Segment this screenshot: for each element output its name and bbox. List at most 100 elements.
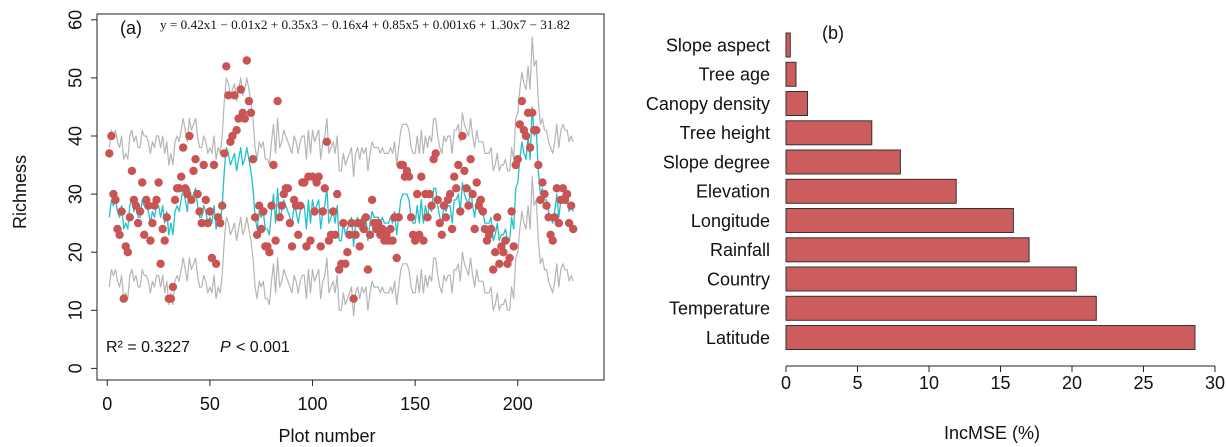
observed-point: [111, 195, 120, 205]
observed-point: [528, 108, 537, 118]
observed-point: [423, 213, 432, 222]
fitted-series-line: [108, 106, 574, 248]
observed-point: [542, 201, 551, 210]
p-value-symbol: P: [220, 339, 231, 356]
upper-interval-line: [108, 36, 574, 178]
observed-point: [456, 207, 465, 216]
observed-point: [269, 160, 278, 170]
observed-point: [193, 189, 202, 199]
observed-point: [392, 253, 401, 263]
observed-point: [486, 224, 496, 234]
observed-point: [513, 155, 522, 164]
observed-point: [232, 126, 241, 135]
observed-point: [283, 184, 293, 193]
observed-point: [521, 131, 531, 141]
observed-point: [491, 248, 500, 257]
observed-point: [148, 218, 157, 228]
importance-bars: [785, 32, 1196, 350]
observed-point: [386, 224, 395, 234]
observed-point: [525, 143, 535, 152]
x-axis: 0 50 100 150 200: [102, 380, 533, 414]
observed-point: [318, 207, 327, 216]
observed-point: [367, 195, 377, 205]
observed-point: [550, 213, 559, 222]
observed-point: [349, 294, 358, 303]
observed-point: [437, 230, 446, 239]
category-label: Rainfall: [710, 240, 770, 260]
observed-point: [296, 201, 305, 210]
x-tick-label-b: 20: [1062, 373, 1082, 393]
observed-point: [166, 294, 176, 303]
observed-point: [468, 189, 477, 199]
observed-point: [470, 224, 479, 234]
observed-point: [135, 207, 145, 216]
p-value-label: < 0.001: [236, 339, 290, 356]
observed-point: [127, 166, 137, 176]
observed-point: [271, 236, 280, 245]
r-squared-label: R² = 0.3227: [106, 339, 190, 356]
observed-point: [419, 236, 428, 245]
bar: [785, 178, 957, 204]
observed-point: [160, 236, 169, 245]
observed-point: [207, 253, 217, 263]
lower-interval-line: [108, 176, 574, 317]
bar: [785, 325, 1196, 350]
observed-point: [458, 131, 467, 141]
observed-point: [365, 230, 375, 239]
observed-point: [246, 108, 256, 118]
observed-point: [133, 218, 143, 228]
x-tick-label-b: 10: [919, 373, 939, 393]
observed-point: [240, 114, 249, 123]
observed-point: [363, 265, 373, 274]
observed-point: [248, 155, 258, 164]
bar: [785, 237, 1030, 263]
category-label: Slope degree: [663, 152, 770, 172]
observed-point: [507, 207, 516, 216]
observed-point: [435, 218, 444, 228]
y-tick-label: 50: [65, 68, 85, 88]
observed-point: [218, 201, 227, 210]
category-label: Tree height: [680, 123, 770, 143]
observed-point: [540, 189, 549, 199]
observed-point: [138, 178, 147, 187]
x-tick-label: 50: [200, 394, 220, 414]
observed-point: [287, 242, 297, 251]
observed-point: [162, 213, 171, 222]
observed-point: [216, 218, 225, 228]
bar: [785, 208, 1014, 233]
observed-point: [347, 218, 356, 228]
observed-point: [552, 184, 561, 193]
fitted-line: [108, 106, 574, 248]
observed-point: [302, 242, 311, 251]
observed-point: [244, 96, 254, 106]
panel-b-bar-chart: Slope aspect Tree age Canopy density Tree h…: [646, 23, 1225, 443]
observed-point: [185, 131, 194, 141]
regression-equation: y = 0.42x1 − 0.01x2 + 0.35x3 − 0.16x4 + …: [160, 18, 570, 32]
observed-point: [125, 213, 134, 222]
y-tick-label: 0: [65, 363, 85, 373]
x-tick-label: 0: [102, 394, 112, 414]
observed-point: [505, 253, 514, 263]
observed-point: [495, 259, 504, 268]
observed-point: [330, 230, 340, 239]
observed-point: [152, 195, 161, 205]
y-tick-label: 30: [65, 184, 85, 204]
observed-points: [105, 56, 578, 303]
observed-point: [322, 137, 332, 146]
observed-point: [107, 131, 116, 141]
observed-point: [431, 149, 440, 158]
observed-point: [123, 248, 132, 257]
observed-point: [328, 207, 338, 216]
y-tick-label: 60: [65, 10, 85, 30]
observed-point: [308, 172, 317, 181]
category-label: Longitude: [691, 211, 770, 231]
observed-point: [131, 201, 141, 210]
observed-point: [183, 189, 192, 199]
observed-point: [187, 195, 196, 205]
observed-point: [562, 189, 572, 199]
observed-point: [154, 178, 163, 187]
observed-point: [339, 218, 348, 228]
observed-point: [439, 201, 449, 210]
observed-point: [558, 184, 568, 193]
observed-point: [476, 195, 485, 205]
